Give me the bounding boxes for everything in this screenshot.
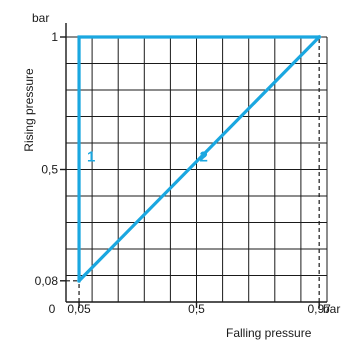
y-tick-label: 0,5 (41, 163, 58, 177)
x-unit-label: bar (323, 302, 340, 316)
x-tick-label: 0,05 (67, 302, 91, 316)
y-tick-label: 1 (51, 30, 58, 44)
series-line-1 (77, 35, 321, 283)
x-axis-title: Falling pressure (226, 326, 312, 340)
grid (66, 36, 328, 302)
y-unit-label: bar (32, 11, 49, 25)
axes (60, 23, 327, 308)
series-line-2 (76, 34, 322, 284)
series-label-2: 2 (200, 148, 208, 165)
x-origin-label: 0 (49, 302, 56, 316)
series-lines (76, 34, 322, 284)
x-tick-label: 0,5 (188, 302, 205, 316)
y-axis-title: Rising pressure (22, 68, 36, 152)
series-label-1: 1 (87, 148, 95, 165)
labels: bar bar Falling pressure Rising pressure… (22, 11, 340, 340)
x-tick-label: 0,97 (307, 302, 331, 316)
y-tick-label: 0,08 (35, 274, 59, 288)
